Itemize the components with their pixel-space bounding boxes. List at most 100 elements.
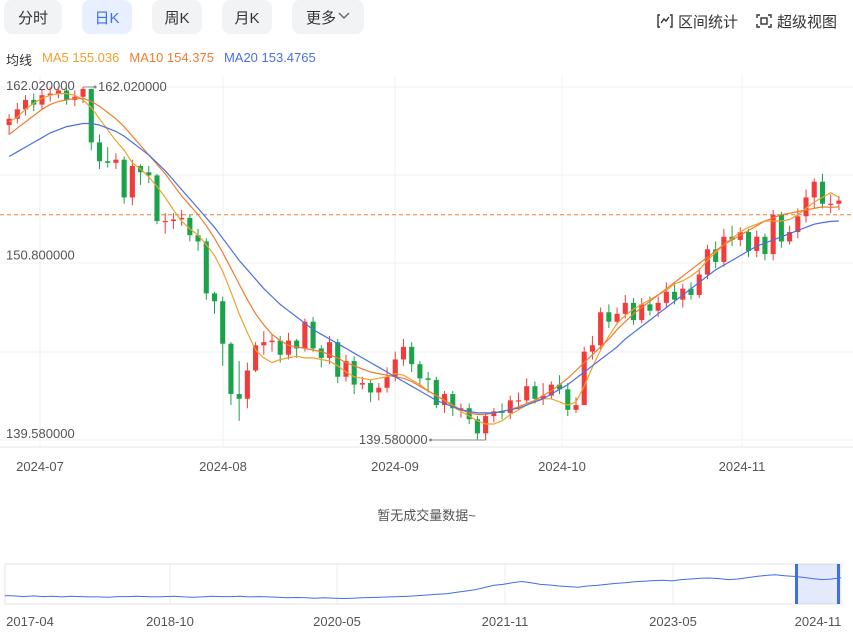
chart-grid <box>0 75 853 448</box>
tab-more[interactable]: 更多 <box>292 0 364 34</box>
candle-body <box>31 99 37 105</box>
candle-body <box>787 232 793 242</box>
candle-body <box>376 387 382 393</box>
candle-body <box>277 340 283 355</box>
candle <box>778 211 784 248</box>
candle <box>261 331 267 355</box>
candle <box>458 403 464 418</box>
candle <box>745 228 752 258</box>
candle <box>310 316 316 352</box>
candle <box>729 225 735 247</box>
low-marker-dot <box>429 438 433 442</box>
candle-body <box>598 312 604 346</box>
candle-body <box>663 291 669 303</box>
candle-body <box>795 216 801 233</box>
candle <box>606 304 612 328</box>
overview-right-handle <box>837 564 840 604</box>
candle <box>228 342 234 406</box>
candle-body <box>80 88 86 97</box>
x-axis-labels: 2024-07 2024-08 2024-09 2024-10 2024-11 <box>16 459 765 474</box>
ma-legend-label: 均线 <box>6 53 33 68</box>
candle-body <box>14 109 20 119</box>
interval-stats-button[interactable]: 区间统计 <box>656 10 738 32</box>
extreme-markers: 162.020000 139.580000 <box>83 79 486 447</box>
candle-body <box>179 217 185 220</box>
candle-body <box>55 90 61 94</box>
candle <box>622 294 628 319</box>
candle <box>14 103 20 124</box>
candle-body <box>228 343 234 395</box>
tab-more-label: 更多 <box>305 9 336 27</box>
candle-body <box>244 370 250 399</box>
volume-empty-message: 暂无成交量数据~ <box>377 508 476 523</box>
candle <box>6 114 12 135</box>
candle <box>441 390 448 413</box>
candle-body <box>614 313 620 322</box>
y-tick-label: 150.800000 <box>6 248 75 263</box>
candle-body <box>236 394 242 399</box>
tab-daily-k[interactable]: 日K <box>82 0 132 34</box>
candle-body <box>466 408 472 420</box>
x-tick-label: 2024-09 <box>371 459 419 474</box>
candle <box>688 282 694 300</box>
candle <box>269 334 275 352</box>
candle <box>326 335 333 365</box>
candle-body <box>745 232 752 251</box>
ma10-value: MA10 154.375 <box>129 50 214 65</box>
candle-body <box>146 172 152 176</box>
overview-selection <box>796 564 839 604</box>
candle-body <box>285 340 291 355</box>
candle <box>351 356 357 395</box>
candle-body <box>343 361 349 377</box>
tab-timeshare[interactable]: 分时 <box>4 0 62 34</box>
candle-body <box>187 217 193 236</box>
candle-body <box>630 302 637 321</box>
super-view-button[interactable]: 超级视图 <box>755 10 837 32</box>
candle <box>129 159 135 206</box>
candle <box>195 228 201 251</box>
candle-body <box>672 291 678 300</box>
candle-body <box>88 88 94 143</box>
candle <box>721 228 727 267</box>
candle <box>433 376 439 409</box>
candle-body <box>754 236 760 251</box>
candle-body <box>819 181 826 204</box>
candle <box>581 346 587 406</box>
candle-body <box>770 214 776 255</box>
candle-body <box>458 408 464 410</box>
candle-body <box>441 394 448 406</box>
candle <box>614 307 620 325</box>
candle <box>466 403 472 424</box>
candle <box>318 345 324 368</box>
candle <box>203 238 209 300</box>
candle <box>828 194 834 214</box>
candle-body <box>639 304 645 321</box>
candlestick-chart[interactable]: 162.020000 150.800000 139.580000 162.02000… <box>0 75 853 475</box>
candle <box>400 339 407 366</box>
tab-monthly-k[interactable]: 月K <box>222 0 272 34</box>
candle <box>696 268 702 299</box>
tab-monthly-k-label: 月K <box>234 9 260 27</box>
candle <box>540 383 546 406</box>
candle-body <box>803 197 809 217</box>
candle-body <box>532 386 538 399</box>
candle <box>302 318 308 352</box>
tab-weekly-k[interactable]: 周K <box>152 0 202 34</box>
y-axis-labels: 162.020000 150.800000 139.580000 <box>6 78 75 441</box>
candle <box>483 412 489 440</box>
candle-body <box>491 411 497 417</box>
overview-x-label: 2018-10 <box>146 614 194 629</box>
candle <box>179 210 185 226</box>
candle-body <box>811 181 817 198</box>
candle-body <box>269 340 275 343</box>
overview-navigator[interactable]: 2017-04 2018-10 2020-05 2021-11 2023-05 2024-… <box>0 554 853 634</box>
candle <box>376 383 382 401</box>
candle <box>146 165 152 184</box>
candle-body <box>713 249 719 262</box>
candle <box>88 88 94 151</box>
candle-body <box>154 175 160 222</box>
x-tick-label: 2024-07 <box>16 459 64 474</box>
candle-body <box>836 200 842 204</box>
candle-body <box>96 142 103 162</box>
candle-body <box>211 293 218 302</box>
